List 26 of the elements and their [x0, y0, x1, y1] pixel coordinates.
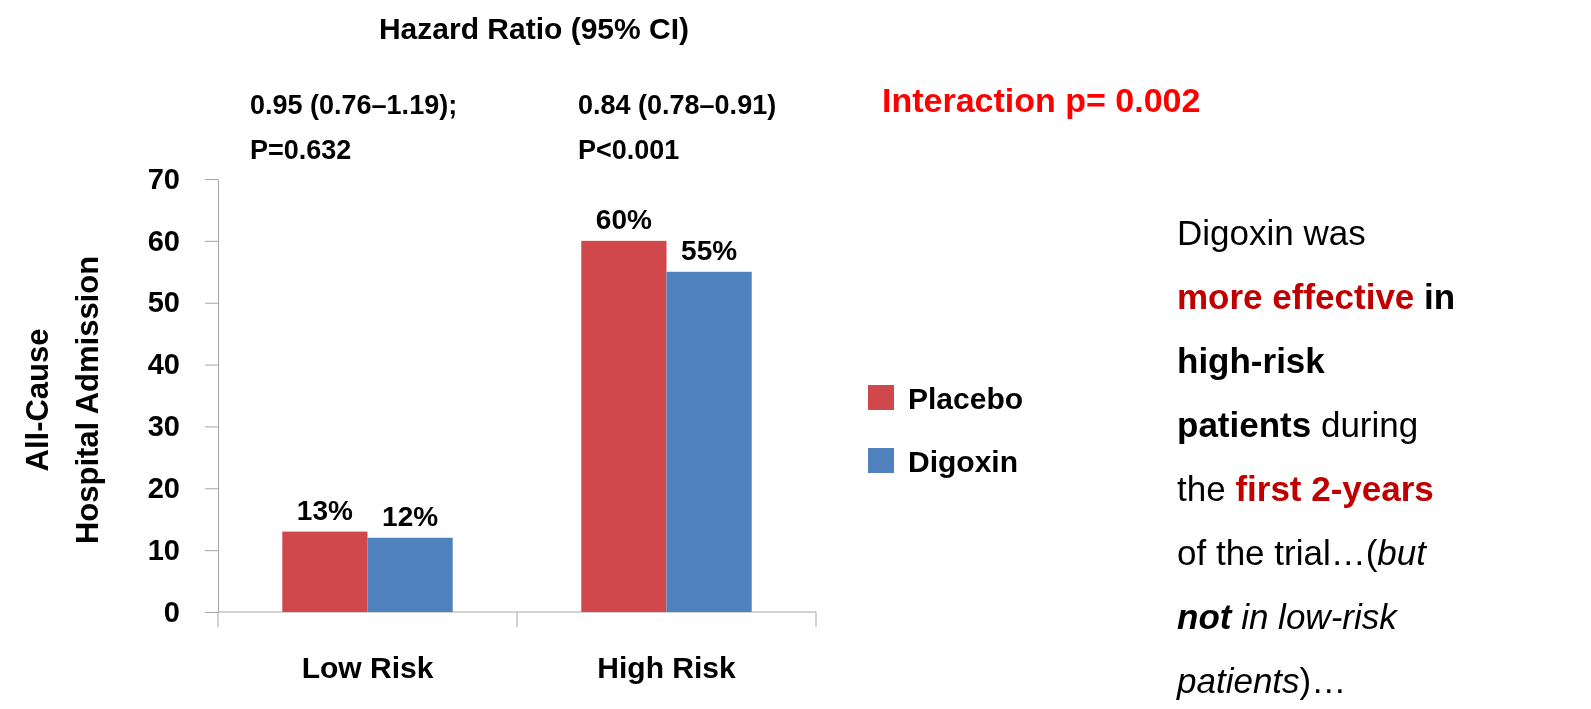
legend-label: Digoxin [908, 444, 1018, 478]
text: Interaction p= 0.002 [882, 81, 1201, 119]
data-label: 12% [382, 500, 439, 532]
bar [367, 537, 453, 612]
y-tick-label: 30 [147, 410, 180, 443]
bar [282, 531, 368, 612]
y-tick-label: 70 [147, 162, 180, 195]
bar [581, 240, 667, 612]
y-tick-label: 10 [147, 533, 180, 566]
text: 0.95 (0.76–1.19); P=0.632 [250, 90, 458, 165]
x-tick-label: Low Risk [301, 651, 434, 684]
text: Digoxin was more effective in high-risk patients during the first 2-years of the trial…(but not in low-risk patients)… [1177, 213, 1456, 700]
x-tick-label: High Risk [597, 651, 736, 684]
y-tick-label: 60 [147, 224, 180, 257]
data-label: 13% [296, 494, 354, 526]
y-tick-label: 0 [163, 595, 180, 628]
y-axis-title: All-Cause Hospital Admission [20, 255, 105, 545]
text: 0.84 (0.78–0.91) P<0.001 [578, 90, 777, 165]
y-tick-label: 20 [147, 472, 180, 505]
y-tick-label: 50 [147, 286, 180, 319]
legend-label: Placebo [908, 381, 1024, 415]
data-label: 55% [681, 234, 738, 266]
data-label: 60% [595, 203, 653, 235]
chart-title: Hazard Ratio (95% CI) [378, 12, 690, 45]
bar [666, 271, 752, 612]
y-tick-label: 40 [147, 348, 180, 381]
